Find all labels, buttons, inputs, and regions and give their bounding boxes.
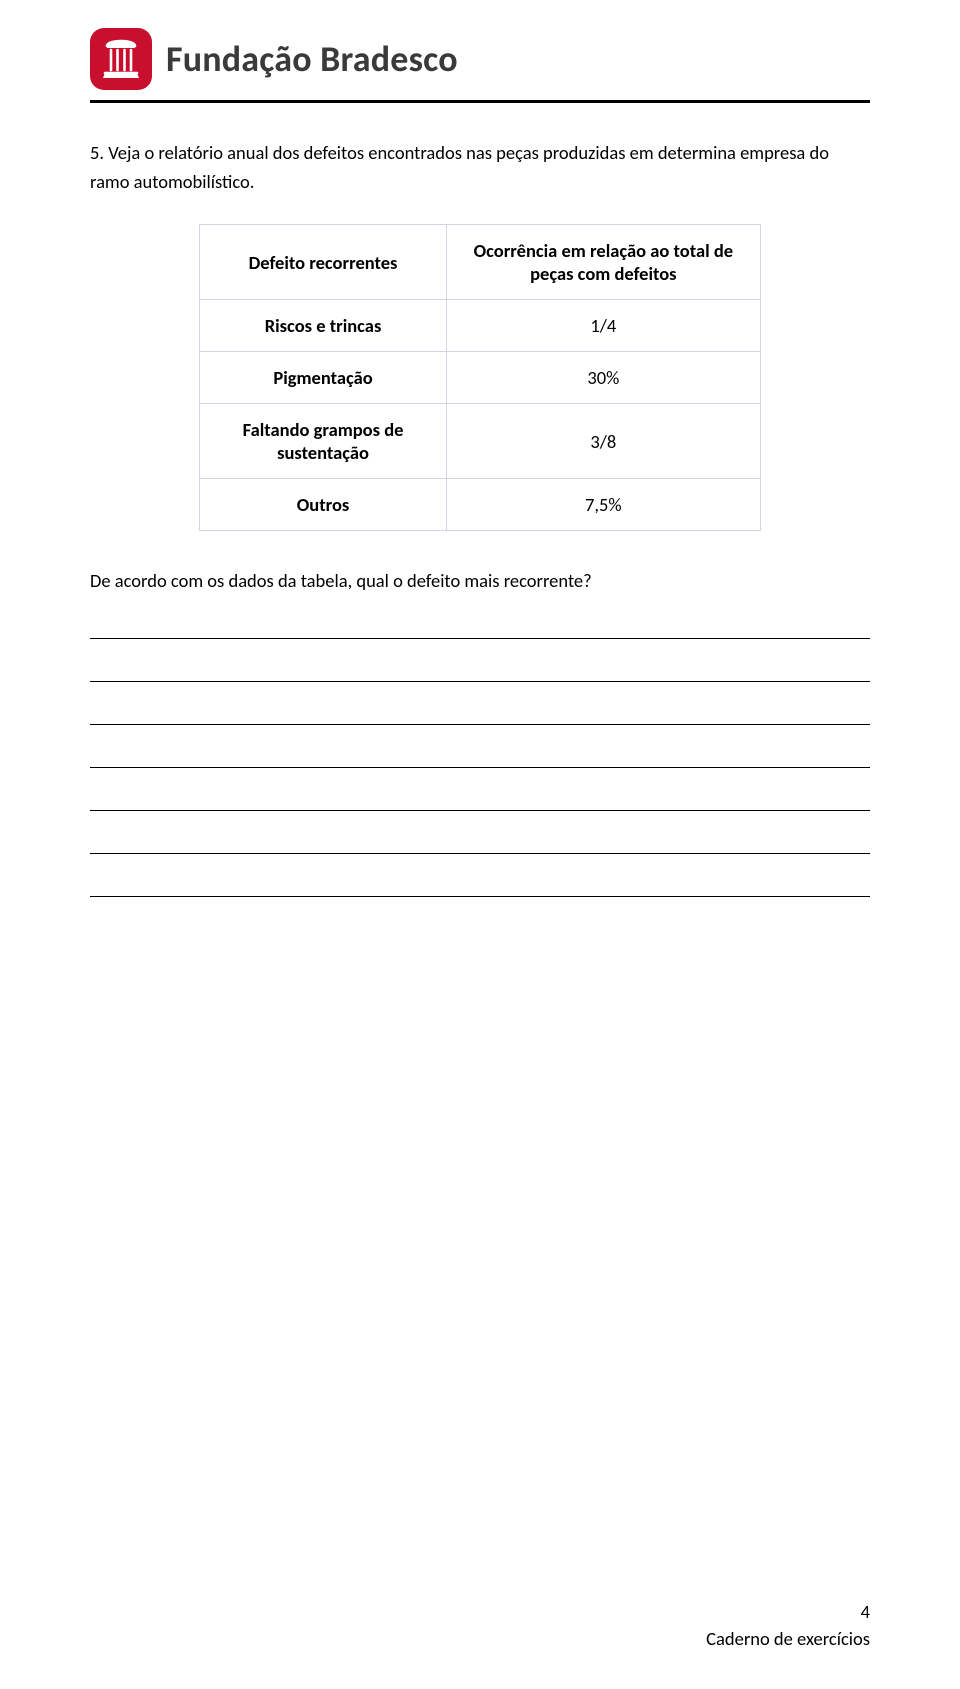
page-footer: 4 Caderno de exercícios — [706, 1598, 870, 1654]
brand-logo — [90, 28, 152, 90]
table-row: Outros 7,5% — [200, 479, 761, 531]
table-row: Riscos e trincas 1/4 — [200, 300, 761, 352]
footer-caption: Caderno de exercícios — [706, 1627, 870, 1650]
defects-table: Defeito recorrentes Ocorrência em relaçã… — [199, 224, 761, 531]
defect-label: Faltando grampos de sustentação — [200, 404, 447, 479]
defect-label: Outros — [200, 479, 447, 531]
answer-line — [90, 681, 870, 682]
defect-value: 3/8 — [446, 404, 760, 479]
followup-question: De acordo com os dados da tabela, qual o… — [90, 567, 870, 596]
header-rule — [90, 100, 870, 103]
table-row: Faltando grampos de sustentação 3/8 — [200, 404, 761, 479]
defect-value: 30% — [446, 352, 760, 404]
page: Fundação Bradesco 5. Veja o relatório an… — [0, 0, 960, 1689]
table-row: Defeito recorrentes Ocorrência em relaçã… — [200, 225, 761, 300]
answer-line — [90, 724, 870, 725]
defect-label: Riscos e trincas — [200, 300, 447, 352]
defect-value: 1/4 — [446, 300, 760, 352]
answer-line — [90, 810, 870, 811]
table-row: Pigmentação 30% — [200, 352, 761, 404]
answer-line — [90, 896, 870, 897]
defect-label: Pigmentação — [200, 352, 447, 404]
answer-line — [90, 638, 870, 639]
column-icon — [99, 37, 143, 81]
answer-lines — [90, 638, 870, 897]
page-number: 4 — [706, 1598, 870, 1626]
answer-line — [90, 767, 870, 768]
defect-value: 7,5% — [446, 479, 760, 531]
question-text: 5. Veja o relatório anual dos defeitos e… — [90, 139, 870, 196]
table-header-left: Defeito recorrentes — [200, 225, 447, 300]
table-header-right: Ocorrência em relação ao total de peças … — [446, 225, 760, 300]
answer-line — [90, 853, 870, 854]
document-header: Fundação Bradesco — [90, 28, 870, 90]
brand-name: Fundação Bradesco — [166, 37, 458, 81]
